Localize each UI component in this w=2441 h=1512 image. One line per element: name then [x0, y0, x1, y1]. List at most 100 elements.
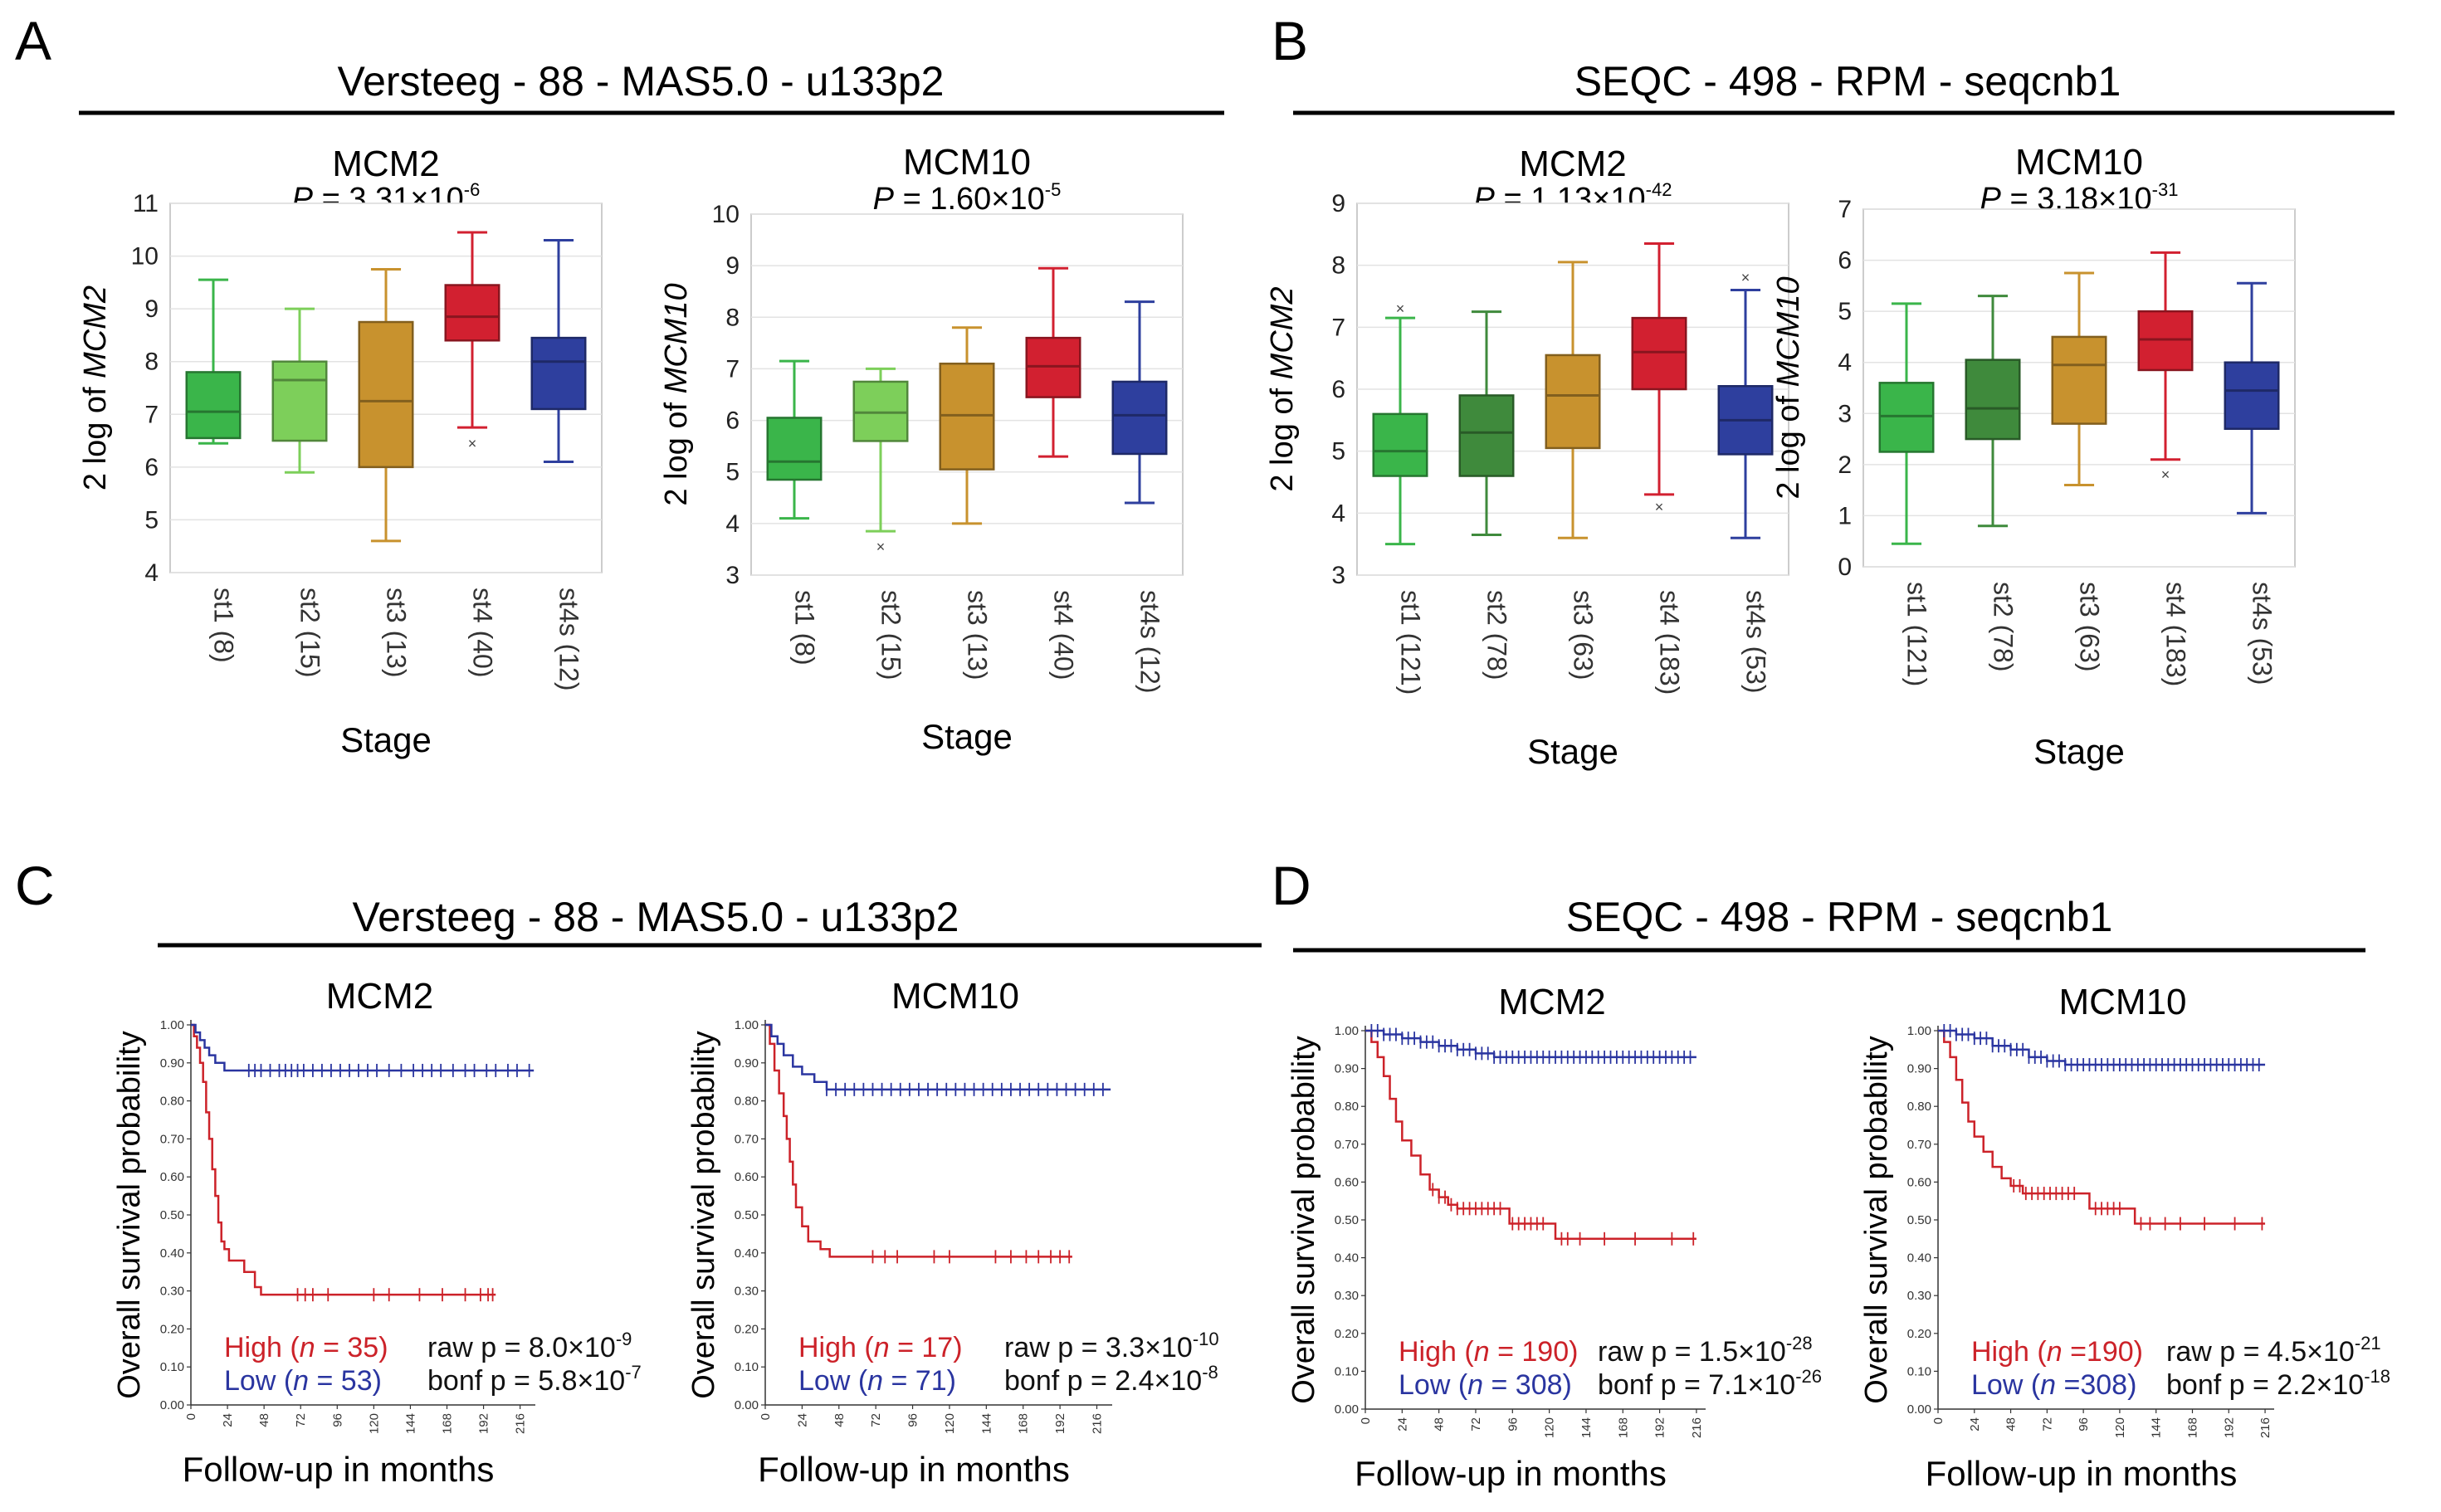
y-tick-label: 0.20: [1335, 1327, 1359, 1341]
box-1: [271, 360, 328, 442]
y-tick-label: 5: [1331, 438, 1345, 466]
box-0: [766, 417, 823, 481]
survival-curve-high: [765, 1023, 1072, 1258]
y-tick-label: 0.30: [1335, 1289, 1359, 1303]
y-tick-label: 0.90: [1907, 1062, 1931, 1076]
y-tick-label: 0.70: [1907, 1138, 1931, 1152]
y-tick-label: 8: [725, 304, 740, 331]
bonf-p-value: bonf p = 2.2×10-18: [2166, 1366, 2390, 1401]
panel-letter-c: C: [15, 855, 55, 916]
y-tick-label: 8: [144, 349, 159, 376]
x-axis-label: Stage: [340, 720, 432, 759]
box-2: [2051, 335, 2107, 425]
y-tick-label: 0.80: [1907, 1100, 1931, 1114]
outlier-mark: ×: [468, 435, 477, 451]
category-label: st1 (121): [1902, 582, 1932, 686]
x-tick-label: 192: [1053, 1413, 1067, 1434]
y-tick-label: 0.00: [160, 1398, 184, 1412]
x-axis-label: Stage: [921, 717, 1013, 756]
legend-high: High (n =190): [1971, 1336, 2143, 1368]
y-tick-label: 0.30: [735, 1285, 759, 1299]
outlier-mark: ×: [1396, 300, 1405, 317]
chart-5: MCM10 0.00 0.10 0.20 0.30 0.40 0.50 0.60 0.70 0.8…: [686, 976, 1219, 1489]
x-tick-label: 72: [294, 1413, 308, 1427]
y-tick-label: 7: [1331, 314, 1345, 341]
y-tick-label: 9: [725, 252, 740, 280]
x-tick-label: 216: [514, 1413, 528, 1434]
panel-title-b: SEQC - 498 - RPM - seqcnb1: [1574, 58, 2121, 105]
box-3: [1025, 336, 1081, 398]
box-1: [852, 380, 909, 442]
y-tick-label: 0.40: [735, 1246, 759, 1261]
chart-title: MCM10: [2015, 142, 2143, 183]
y-tick-label: 9: [144, 295, 159, 323]
category-label: st4s (53): [1741, 590, 1771, 693]
y-axis-label: 2 log of MCM10: [659, 283, 694, 505]
legend-high: High (n = 17): [798, 1332, 963, 1363]
x-tick-label: 72: [869, 1413, 883, 1427]
y-tick-label: 1: [1838, 502, 1852, 529]
y-tick-label: 6: [1331, 376, 1345, 403]
bonf-p-value: bonf p = 2.4×10-8: [1004, 1362, 1218, 1397]
bonf-p-value: bonf p = 7.1×10-26: [1598, 1366, 1822, 1401]
y-tick-label: 4: [725, 510, 740, 538]
y-tick-label: 0.30: [1907, 1289, 1931, 1303]
y-tick-label: 0.50: [1907, 1213, 1931, 1227]
chart-title: MCM2: [326, 976, 434, 1017]
x-axis-label: Follow-up in months: [1926, 1454, 2238, 1493]
chart-title: MCM2: [332, 144, 440, 184]
y-tick-label: 0.60: [1335, 1175, 1359, 1189]
x-tick-label: 168: [1017, 1413, 1031, 1434]
y-tick-label: 0.10: [1907, 1364, 1931, 1378]
chart-4: MCM2 0.00 0.10 0.20 0.30 0.40 0.50 0.60 0.70 0.80…: [112, 976, 642, 1489]
x-tick-label: 96: [906, 1413, 920, 1427]
outlier-mark: ×: [876, 539, 886, 555]
panel-letter-b: B: [1272, 10, 1308, 71]
y-tick-label: 0.90: [160, 1056, 184, 1071]
x-tick-label: 48: [257, 1413, 271, 1427]
x-tick-label: 24: [221, 1413, 235, 1427]
survival-curve-high: [1365, 1029, 1696, 1241]
y-tick-label: 0.30: [160, 1285, 184, 1299]
legend-high: High (n = 35): [224, 1332, 388, 1363]
chart-title: MCM10: [2058, 982, 2186, 1022]
legend-low: Low (n = 71): [798, 1365, 956, 1397]
category-label: st2 (15): [876, 590, 906, 680]
box-2: [1545, 354, 1601, 450]
category-label: st4s (12): [554, 588, 584, 690]
y-tick-label: 0.20: [160, 1322, 184, 1336]
box-3: [444, 284, 500, 342]
panel-title-c: Versteeg - 88 - MAS5.0 - u133p2: [353, 894, 959, 940]
x-tick-label: 144: [403, 1413, 417, 1434]
y-tick-label: 0.00: [735, 1398, 759, 1412]
y-tick-label: 3: [725, 562, 740, 589]
y-tick-label: 8: [1331, 252, 1345, 280]
y-tick-label: 0: [1838, 554, 1852, 581]
y-tick-label: 1.00: [735, 1018, 759, 1032]
x-tick-label: 0: [759, 1413, 773, 1420]
y-tick-label: 3: [1331, 562, 1345, 589]
legend-low: Low (n = 308): [1399, 1369, 1572, 1401]
x-axis-label: Stage: [1527, 732, 1618, 771]
category-label: st3 (13): [382, 588, 412, 677]
box-4: [1111, 380, 1168, 456]
x-tick-label: 24: [1968, 1417, 1982, 1432]
y-tick-label: 0.40: [160, 1246, 184, 1261]
legend-low: Low (n =308): [1971, 1369, 2136, 1401]
box-2: [939, 362, 995, 471]
y-tick-label: 1.00: [1335, 1024, 1359, 1038]
box-3: [1631, 316, 1687, 391]
y-tick-label: 0.10: [735, 1360, 759, 1374]
chart-title: MCM2: [1519, 144, 1627, 184]
panel-title-a: Versteeg - 88 - MAS5.0 - u133p2: [338, 58, 945, 105]
category-label: st3 (63): [1569, 590, 1599, 680]
box-2: [358, 320, 414, 469]
p-value: P = 1.60×10-5: [873, 179, 1062, 217]
box-0: [185, 371, 242, 440]
raw-p-value: raw p = 1.5×10-28: [1598, 1333, 1813, 1368]
y-tick-label: 0.60: [160, 1170, 184, 1184]
x-tick-label: 120: [2113, 1417, 2127, 1438]
y-tick-label: 0.10: [160, 1360, 184, 1374]
